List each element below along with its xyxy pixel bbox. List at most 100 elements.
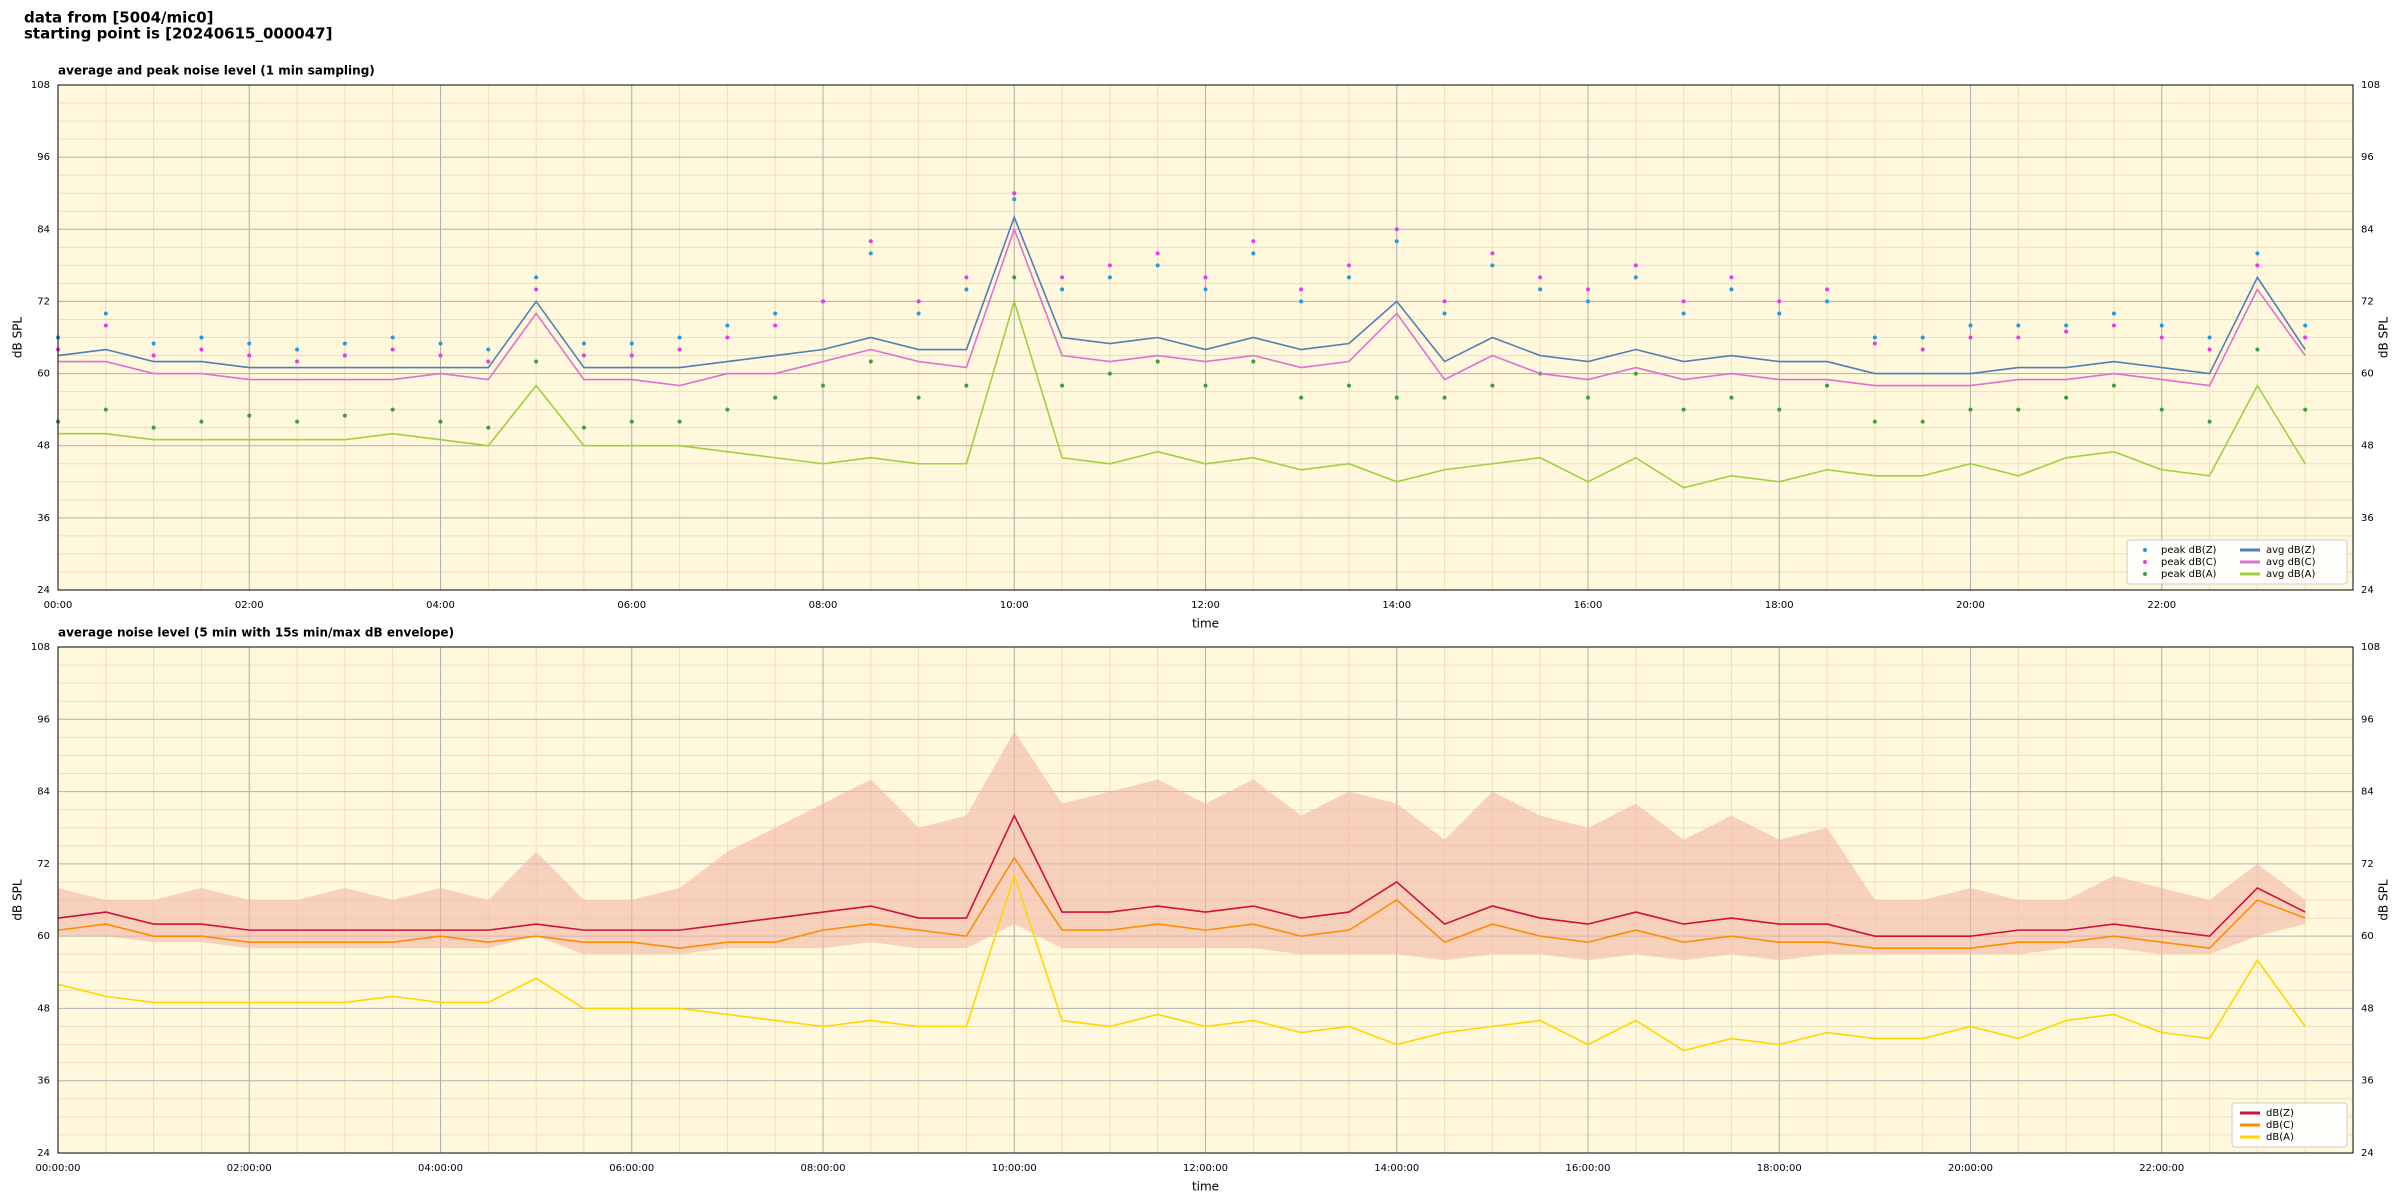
peak-point	[1729, 395, 1734, 400]
peak-point	[2064, 329, 2069, 334]
envelope-area	[58, 731, 2306, 961]
peak-point	[486, 359, 491, 364]
peak-point	[916, 311, 921, 316]
peak-point	[1490, 383, 1495, 388]
peak-point	[629, 419, 634, 424]
peak-point	[486, 425, 491, 430]
peak-point	[199, 335, 204, 340]
peak-point	[2207, 347, 2212, 352]
peak-point	[1107, 275, 1112, 280]
peak-point	[1586, 287, 1590, 292]
peak-point	[1872, 341, 1877, 346]
legend-label: avg dB(Z)	[2266, 545, 2316, 556]
x-tick-label: 20:00:00	[1948, 1163, 1993, 1174]
y-tick-label: 60	[2361, 369, 2374, 380]
peak-point	[390, 407, 395, 412]
peak-point	[1107, 263, 1112, 268]
y-tick-label: 24	[37, 585, 50, 596]
y-tick-label: 108	[31, 80, 50, 91]
peak-point	[821, 299, 825, 304]
peak-point	[1299, 299, 1304, 304]
peak-point	[1538, 275, 1543, 280]
legend-marker	[2143, 548, 2147, 552]
x-tick-label: 22:00:00	[2139, 1163, 2184, 1174]
series-line	[57, 813, 2306, 937]
peak-point	[1681, 299, 1686, 304]
peak-point	[1968, 335, 1973, 340]
peak-point	[1872, 335, 1877, 340]
peak-point	[103, 311, 108, 316]
y-tick-label: 36	[37, 1076, 50, 1087]
peak-point	[438, 419, 443, 424]
peak-point	[534, 275, 539, 280]
peak-point	[2064, 395, 2069, 400]
x-tick-label: 02:00:00	[227, 1163, 272, 1174]
legend-box	[2231, 1102, 2348, 1148]
peak-point	[103, 407, 108, 412]
peak-point	[964, 287, 969, 292]
peak-point	[1442, 311, 1447, 316]
peak-point	[1251, 251, 1256, 256]
x-tick-label: 06:00	[617, 600, 646, 611]
y-tick-label: 72	[2361, 296, 2374, 307]
x-tick-label: 18:00:00	[1757, 1163, 1802, 1174]
peak-point	[1825, 287, 1830, 292]
legend-box	[2126, 539, 2348, 585]
peak-point	[773, 323, 778, 328]
y-tick-label: 84	[37, 787, 50, 798]
legend-label: dB(A)	[2266, 1132, 2294, 1143]
peak-point	[677, 335, 682, 340]
peak-point	[1442, 395, 1447, 400]
peak-point	[1777, 311, 1782, 316]
y-tick-label: 36	[2361, 1076, 2374, 1087]
x-tick-label: 14:00	[1382, 600, 1411, 611]
peak-point	[1968, 323, 1973, 328]
peak-point	[295, 347, 300, 352]
x-tick-label: 10:00	[1000, 600, 1029, 611]
peak-point	[868, 239, 873, 244]
peak-point	[2303, 323, 2308, 328]
peak-point	[1060, 383, 1065, 388]
peak-point	[1633, 263, 1638, 268]
peak-point	[581, 353, 586, 358]
peak-point	[1729, 275, 1734, 280]
chart-title: average noise level (5 min with 15s min/…	[58, 626, 454, 640]
y-tick-label: 108	[2361, 80, 2380, 91]
peak-point	[1155, 263, 1160, 268]
peak-point	[629, 353, 634, 358]
peak-point	[1107, 371, 1112, 376]
peak-point	[486, 347, 491, 352]
x-tick-label: 14:00:00	[1374, 1163, 1419, 1174]
y-tick-label: 72	[37, 859, 50, 870]
peak-point	[773, 395, 778, 400]
peak-point	[438, 341, 443, 346]
x-tick-label: 18:00	[1765, 600, 1794, 611]
x-axis-label: time	[1192, 617, 1219, 631]
peak-point	[2111, 383, 2116, 388]
plot-frame	[57, 646, 2354, 1154]
peak-point	[1394, 227, 1399, 232]
y-axis-label: dB SPL	[2377, 879, 2391, 921]
peak-point	[1633, 275, 1638, 280]
peak-point	[725, 407, 730, 412]
legend-label: peak dB(A)	[2161, 569, 2217, 580]
y-axis-label: dB SPL	[11, 879, 25, 921]
y-tick-label: 96	[2361, 152, 2374, 163]
peak-point	[1490, 263, 1495, 268]
y-tick-label: 96	[37, 152, 50, 163]
peak-point	[247, 413, 252, 418]
peak-point	[1394, 395, 1399, 400]
x-tick-label: 12:00	[1191, 600, 1220, 611]
x-tick-label: 12:00:00	[1183, 1163, 1228, 1174]
y-tick-label: 24	[37, 1148, 50, 1159]
x-tick-label: 16:00:00	[1566, 1163, 1611, 1174]
peak-point	[677, 347, 682, 352]
x-tick-label: 22:00	[2147, 600, 2176, 611]
y-tick-label: 60	[37, 369, 50, 380]
series-line	[57, 856, 2306, 950]
peak-point	[2255, 263, 2260, 268]
peak-point	[1920, 419, 1925, 424]
peak-point	[1729, 287, 1734, 292]
peak-point	[1203, 275, 1208, 280]
y-tick-label: 72	[2361, 859, 2374, 870]
